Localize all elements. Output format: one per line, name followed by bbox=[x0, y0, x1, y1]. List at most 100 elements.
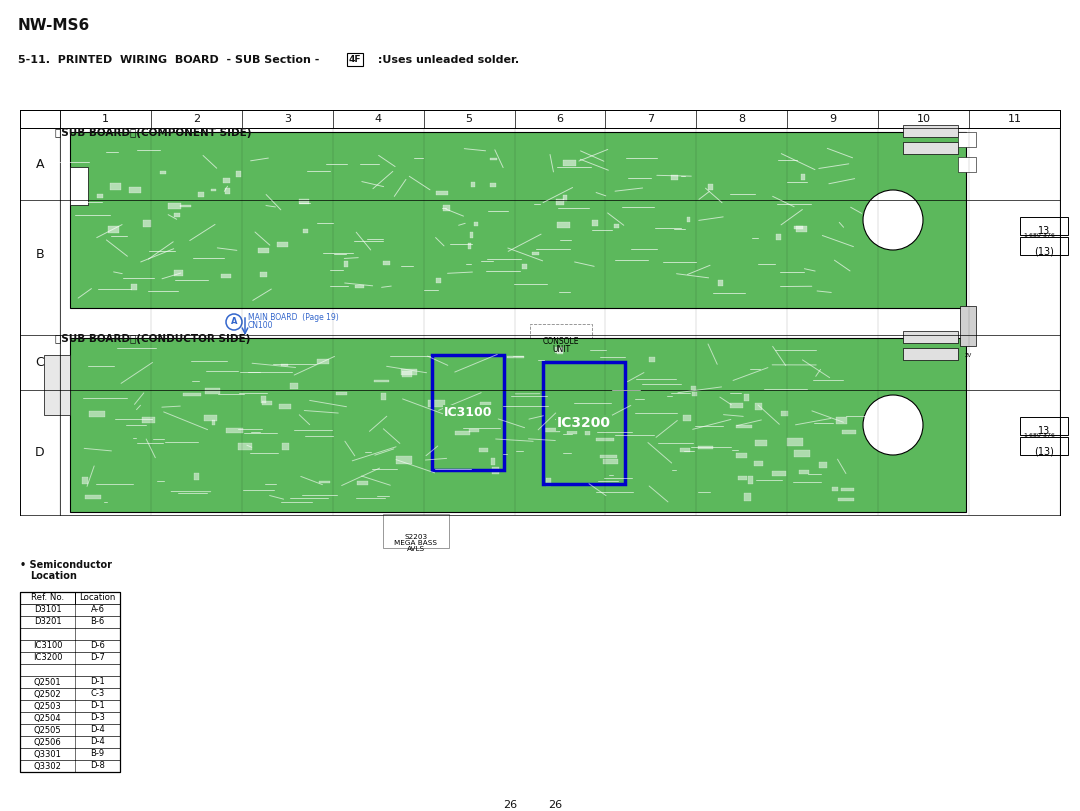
Bar bbox=[345, 260, 348, 267]
Text: C: C bbox=[36, 356, 44, 369]
Bar bbox=[772, 471, 786, 476]
Bar bbox=[108, 226, 119, 233]
Bar bbox=[903, 348, 958, 360]
Bar bbox=[744, 394, 750, 401]
Bar bbox=[755, 402, 762, 410]
Bar bbox=[491, 458, 495, 466]
Bar bbox=[903, 125, 958, 137]
Bar bbox=[960, 306, 976, 346]
Bar bbox=[563, 160, 576, 166]
Bar bbox=[492, 466, 499, 474]
Bar bbox=[174, 270, 184, 276]
Bar bbox=[21, 592, 120, 772]
Bar bbox=[748, 476, 754, 483]
Bar bbox=[530, 324, 592, 348]
Text: D-7: D-7 bbox=[90, 654, 105, 663]
Bar bbox=[531, 252, 539, 255]
Bar bbox=[224, 178, 230, 182]
Text: B: B bbox=[36, 248, 44, 261]
Bar bbox=[567, 426, 577, 434]
Text: IC3200: IC3200 bbox=[557, 416, 611, 430]
Bar bbox=[299, 199, 310, 204]
Bar bbox=[836, 418, 848, 423]
Text: 5: 5 bbox=[465, 114, 473, 124]
Text: UNIT: UNIT bbox=[552, 345, 570, 354]
Text: IC3100: IC3100 bbox=[32, 642, 63, 650]
Bar bbox=[557, 221, 570, 228]
Bar bbox=[174, 212, 179, 217]
Bar bbox=[754, 461, 762, 466]
Bar bbox=[738, 476, 747, 480]
Text: (13): (13) bbox=[1034, 446, 1054, 456]
Bar bbox=[692, 393, 697, 396]
Text: D: D bbox=[36, 446, 44, 459]
Bar bbox=[958, 132, 976, 147]
Bar bbox=[596, 438, 615, 441]
Text: :Uses unleaded solder.: :Uses unleaded solder. bbox=[374, 55, 519, 65]
Bar bbox=[144, 220, 151, 227]
Bar bbox=[471, 182, 475, 187]
Bar bbox=[21, 640, 120, 652]
Bar bbox=[167, 203, 181, 209]
Bar bbox=[21, 712, 120, 724]
Bar bbox=[543, 362, 625, 484]
Bar bbox=[261, 401, 272, 406]
Bar bbox=[470, 232, 473, 238]
Bar bbox=[478, 448, 487, 452]
Bar bbox=[258, 247, 269, 253]
Text: D-8: D-8 bbox=[90, 762, 105, 770]
Text: 10: 10 bbox=[917, 114, 931, 124]
Bar bbox=[1020, 237, 1068, 255]
Bar bbox=[21, 724, 120, 736]
Text: 【SUB BOARD】(CONDUCTOR SIDE): 【SUB BOARD】(CONDUCTOR SIDE) bbox=[55, 334, 251, 344]
Bar bbox=[110, 183, 121, 190]
Bar bbox=[672, 175, 678, 179]
Bar bbox=[557, 348, 563, 354]
Bar bbox=[85, 495, 100, 499]
Bar bbox=[903, 331, 958, 343]
Bar bbox=[320, 481, 330, 483]
Bar bbox=[356, 481, 367, 485]
Bar bbox=[205, 388, 220, 394]
Text: 2V: 2V bbox=[964, 353, 972, 358]
Bar bbox=[507, 356, 525, 358]
Bar bbox=[436, 191, 447, 195]
Bar bbox=[787, 438, 802, 445]
Bar bbox=[698, 446, 713, 448]
Bar bbox=[131, 284, 137, 290]
Bar bbox=[282, 443, 288, 450]
Text: 1-680-376-: 1-680-376- bbox=[1023, 233, 1057, 238]
Text: 2: 2 bbox=[193, 114, 200, 124]
Bar bbox=[221, 273, 230, 277]
Bar bbox=[82, 478, 89, 484]
Bar bbox=[455, 431, 470, 435]
Bar bbox=[544, 427, 561, 431]
Text: MEGA BASS: MEGA BASS bbox=[394, 540, 437, 546]
Bar bbox=[44, 355, 70, 415]
Bar bbox=[179, 204, 191, 208]
Bar bbox=[204, 414, 217, 421]
Bar bbox=[691, 386, 696, 390]
Text: NW-MS6: NW-MS6 bbox=[18, 18, 91, 33]
Bar bbox=[354, 285, 364, 288]
Bar bbox=[279, 405, 292, 410]
Text: C-3: C-3 bbox=[91, 689, 105, 698]
Bar bbox=[841, 431, 856, 434]
Text: Q2502: Q2502 bbox=[33, 689, 62, 698]
Bar bbox=[237, 171, 241, 178]
Bar bbox=[21, 616, 120, 628]
Bar bbox=[278, 242, 288, 247]
Bar bbox=[143, 418, 156, 423]
Text: Q2504: Q2504 bbox=[33, 714, 62, 723]
Bar bbox=[225, 187, 230, 194]
Bar bbox=[833, 487, 838, 491]
Text: 26: 26 bbox=[503, 800, 517, 810]
Text: MAIN BOARD  (Page 19): MAIN BOARD (Page 19) bbox=[248, 314, 339, 323]
Bar bbox=[21, 760, 120, 772]
Text: A: A bbox=[231, 317, 238, 327]
Bar bbox=[183, 393, 201, 396]
Bar bbox=[841, 488, 854, 491]
Text: CONSOLE: CONSOLE bbox=[543, 337, 579, 346]
Bar bbox=[129, 187, 140, 192]
Bar bbox=[755, 440, 768, 445]
